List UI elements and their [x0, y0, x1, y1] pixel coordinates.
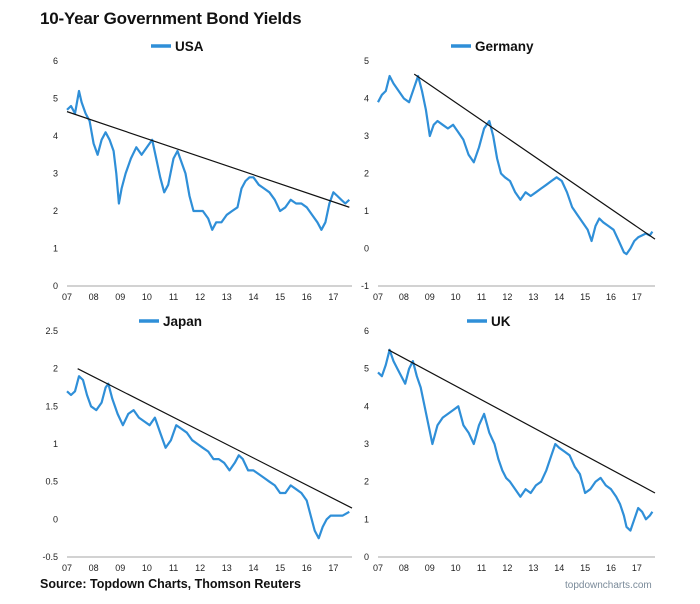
germany-y-tick: 1 [364, 206, 369, 216]
uk-trend-line [388, 349, 656, 494]
uk-x-tick: 12 [502, 563, 512, 573]
japan-trend-line [77, 368, 353, 509]
uk-x-tick: 14 [554, 563, 564, 573]
uk-x-tick: 09 [425, 563, 435, 573]
uk-x-tick: 08 [399, 563, 409, 573]
usa-x-tick: 11 [169, 292, 178, 302]
usa-y-tick: 4 [53, 131, 58, 141]
usa-y-tick: 1 [53, 244, 58, 254]
germany-yield-line [377, 74, 654, 256]
usa-x-tick: 07 [62, 292, 72, 302]
uk-y-tick: 0 [364, 552, 369, 562]
germany-x-tick: 11 [477, 292, 486, 302]
japan-x-tick: 12 [195, 563, 205, 573]
germany-x-tick: 08 [399, 292, 409, 302]
japan-y-tick: 2.5 [45, 326, 58, 336]
germany-y-tick: 2 [364, 169, 369, 179]
japan-x-tick: 08 [89, 563, 99, 573]
uk-x-tick: 10 [451, 563, 461, 573]
uk-y-tick: 2 [364, 477, 369, 487]
uk-y-tick: 1 [364, 514, 369, 524]
usa-y-tick: 6 [53, 56, 58, 66]
usa-y-tick: 0 [53, 281, 58, 291]
uk-x-tick: 16 [606, 563, 616, 573]
japan-x-tick: 07 [62, 563, 72, 573]
uk-x-tick: 17 [632, 563, 642, 573]
uk-y-tick: 6 [364, 326, 369, 336]
japan-y-tick: -0.5 [42, 552, 58, 562]
chart-title: 10-Year Government Bond Yields [40, 9, 302, 28]
japan-x-tick: 13 [222, 563, 232, 573]
uk-y-tick: 5 [364, 364, 369, 374]
japan-x-tick: 10 [142, 563, 152, 573]
japan-y-tick: 1 [53, 439, 58, 449]
uk-y-tick: 4 [364, 401, 369, 411]
usa-x-tick: 17 [328, 292, 338, 302]
uk-y-tick: 3 [364, 439, 369, 449]
japan-x-tick: 15 [275, 563, 285, 573]
usa-x-tick: 16 [302, 292, 312, 302]
usa-x-tick: 13 [222, 292, 232, 302]
usa-y-tick: 2 [53, 206, 58, 216]
germany-y-tick: 5 [364, 56, 369, 66]
japan-x-tick: 11 [169, 563, 178, 573]
source-note: Source: Topdown Charts, Thomson Reuters [40, 577, 301, 591]
japan-yield-line [66, 375, 350, 540]
uk-x-tick: 15 [580, 563, 590, 573]
germany-legend-label: Germany [475, 39, 534, 54]
japan-legend-label: Japan [163, 314, 202, 329]
germany-y-tick: 4 [364, 94, 369, 104]
usa-trend-line [66, 111, 350, 208]
germany-x-tick: 13 [528, 292, 538, 302]
japan-y-tick: 0 [53, 514, 58, 524]
germany-x-tick: 14 [554, 292, 564, 302]
uk-x-tick: 07 [373, 563, 383, 573]
uk-legend-label: UK [491, 314, 511, 329]
germany-x-tick: 12 [502, 292, 512, 302]
germany-trend-line [413, 73, 656, 240]
uk-x-tick: 13 [528, 563, 538, 573]
germany-x-tick: 16 [606, 292, 616, 302]
uk-x-tick: 11 [477, 563, 486, 573]
japan-y-tick: 2 [53, 364, 58, 374]
japan-panel: Japan -0.5 0 0.5 1 1.5 2 2.5 07 08 09 10 11 12 13 14 15 1… [42, 314, 353, 573]
germany-x-tick: 09 [425, 292, 435, 302]
uk-yield-line [377, 348, 654, 532]
japan-x-tick: 17 [328, 563, 338, 573]
japan-y-tick: 0.5 [45, 477, 58, 487]
germany-y-tick: -1 [361, 281, 369, 291]
germany-x-tick: 17 [632, 292, 642, 302]
usa-y-tick: 5 [53, 94, 58, 104]
usa-x-tick: 09 [115, 292, 125, 302]
usa-x-tick: 14 [248, 292, 258, 302]
germany-x-tick: 07 [373, 292, 383, 302]
japan-x-tick: 09 [115, 563, 125, 573]
germany-x-tick: 15 [580, 292, 590, 302]
germany-y-tick: 3 [364, 131, 369, 141]
usa-y-tick: 3 [53, 169, 58, 179]
watermark: topdowncharts.com [565, 580, 652, 591]
usa-x-tick: 10 [142, 292, 152, 302]
usa-legend-label: USA [175, 39, 204, 54]
usa-yield-line [66, 89, 351, 231]
usa-x-tick: 15 [275, 292, 285, 302]
germany-x-tick: 10 [451, 292, 461, 302]
japan-x-tick: 16 [302, 563, 312, 573]
usa-x-tick: 12 [195, 292, 205, 302]
japan-y-tick: 1.5 [45, 401, 58, 411]
usa-x-tick: 08 [89, 292, 99, 302]
japan-x-tick: 14 [248, 563, 258, 573]
germany-y-tick: 0 [364, 244, 369, 254]
